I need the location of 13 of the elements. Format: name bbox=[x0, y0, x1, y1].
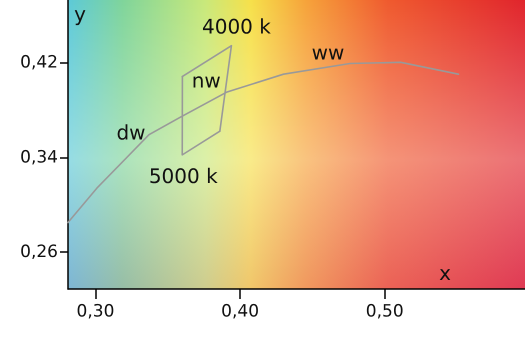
annotation: 4000 k bbox=[202, 14, 272, 39]
x-tick-label: 0,30 bbox=[76, 302, 114, 322]
annotation: 5000 k bbox=[148, 164, 218, 188]
annotation: dw bbox=[116, 120, 146, 145]
x-tick-label: 0,50 bbox=[366, 302, 404, 322]
y-axis-title: y bbox=[74, 2, 86, 26]
annotation: nw bbox=[192, 68, 221, 93]
x-tick-label: 0,40 bbox=[221, 302, 260, 322]
x-axis-title: x bbox=[439, 261, 452, 285]
y-tick-label: 0,34 bbox=[20, 147, 58, 168]
y-tick-label: 0,26 bbox=[20, 242, 58, 262]
y-tick-label: 0,42 bbox=[20, 52, 58, 72]
annotation: ww bbox=[312, 40, 344, 64]
